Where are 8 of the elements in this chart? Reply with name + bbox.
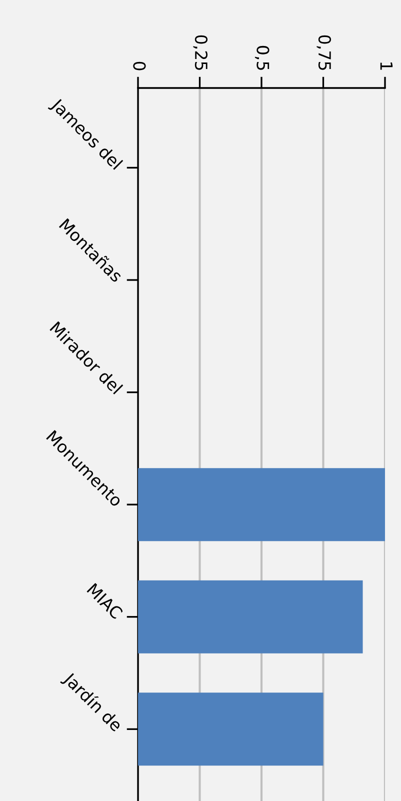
x-tick-label: 0 bbox=[133, 62, 146, 70]
bar bbox=[138, 580, 363, 654]
bar bbox=[138, 692, 324, 766]
x-tick-label: 0,75 bbox=[316, 35, 332, 70]
x-tick-label: 0,5 bbox=[254, 46, 270, 70]
x-tick-label: 1 bbox=[380, 62, 393, 70]
bar bbox=[138, 468, 385, 542]
x-tick-label: 0,25 bbox=[193, 35, 208, 70]
